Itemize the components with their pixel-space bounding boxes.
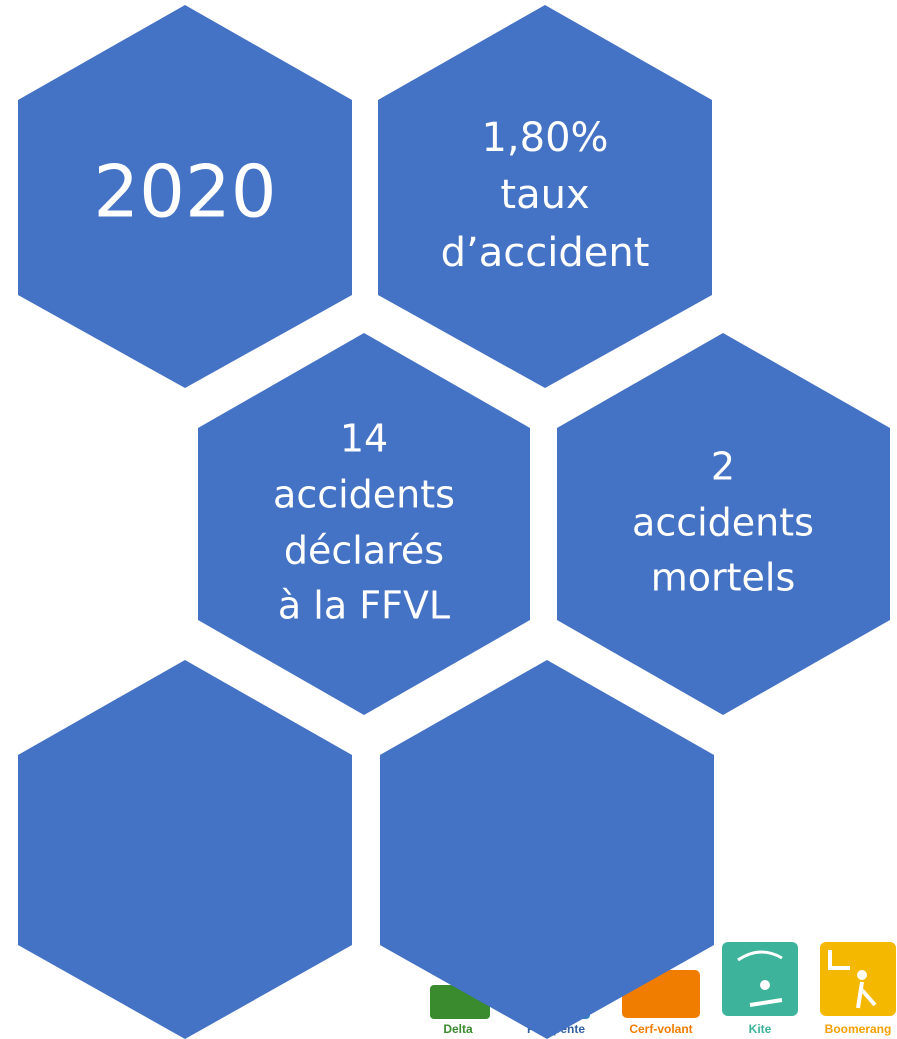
logo-label: Kite — [749, 1022, 772, 1036]
hex-text: d’accident — [441, 230, 650, 276]
hex-text: 14 — [340, 417, 388, 461]
logo-label: Cerf-volant — [629, 1022, 692, 1036]
kite-icon — [722, 942, 798, 1016]
hex-text: déclarés — [284, 529, 444, 573]
hexagon — [18, 5, 352, 388]
hexagon — [380, 660, 714, 1039]
hex-text: à la FFVL — [278, 584, 450, 628]
hexagon — [557, 333, 890, 715]
hex-text: 1,80% — [481, 115, 608, 161]
hexagon — [378, 5, 712, 388]
hexagon — [18, 660, 352, 1039]
hex-text: accidents — [632, 501, 814, 545]
logo-label: Boomerang — [825, 1022, 892, 1036]
boomerang-icon — [820, 942, 896, 1016]
hex-text: 2 — [711, 445, 735, 489]
hexagons — [18, 5, 890, 1039]
hex-text: accidents — [273, 473, 455, 517]
hexagon — [198, 333, 530, 715]
hex-text: 2020 — [93, 150, 276, 234]
logo-label: Delta — [443, 1022, 473, 1036]
hex-text: taux — [500, 172, 589, 218]
hex-text: mortels — [651, 556, 796, 600]
